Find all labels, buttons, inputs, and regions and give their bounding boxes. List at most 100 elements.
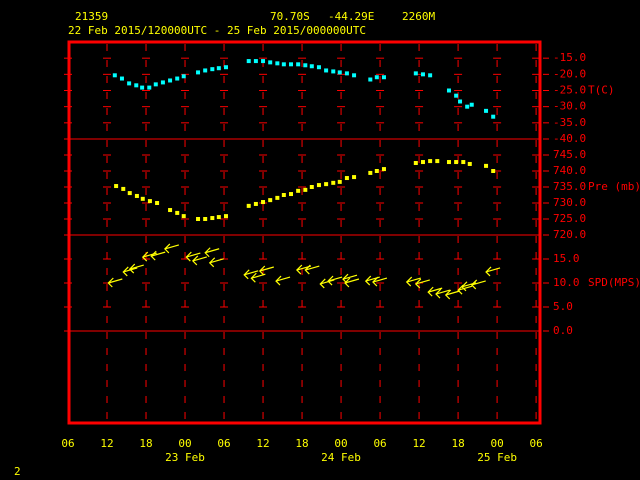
wind-arrow xyxy=(435,288,451,299)
x-tick-label: 06 xyxy=(217,437,230,450)
y-tick-label: -20.0 xyxy=(553,67,586,80)
y-tick-label: -15.0 xyxy=(553,51,586,64)
point xyxy=(458,99,463,104)
point xyxy=(352,73,357,78)
point xyxy=(454,93,459,98)
wind-arrow xyxy=(191,255,207,266)
wind-arrow xyxy=(319,278,335,289)
point xyxy=(275,195,280,200)
point xyxy=(420,72,425,77)
point xyxy=(268,60,273,65)
point xyxy=(196,70,201,75)
point xyxy=(413,71,418,76)
wind-arrow xyxy=(344,277,360,288)
point xyxy=(309,64,314,69)
day-label: 23 Feb xyxy=(165,451,205,464)
point xyxy=(210,216,215,221)
point xyxy=(181,214,186,219)
period: 22 Feb 2015/120000UTC - 25 Feb 2015/0000… xyxy=(68,24,366,37)
wind-arrow xyxy=(470,279,486,290)
point xyxy=(428,73,433,78)
point xyxy=(275,61,280,66)
day-label: 25 Feb xyxy=(477,451,517,464)
point xyxy=(368,77,373,82)
y-axis-label: Pre (mb) xyxy=(588,180,640,193)
y-tick-label: -25.0 xyxy=(553,84,586,97)
wind-arrow xyxy=(150,250,166,261)
point xyxy=(296,62,301,67)
point xyxy=(253,201,258,206)
point xyxy=(446,88,451,93)
wind-arrow xyxy=(427,286,443,297)
day-label: 24 Feb xyxy=(321,451,361,464)
point xyxy=(119,76,124,81)
wind-arrow xyxy=(243,269,259,280)
point xyxy=(153,82,158,87)
point xyxy=(288,62,293,67)
point xyxy=(368,170,373,175)
x-tick-label: 06 xyxy=(61,437,74,450)
point xyxy=(491,114,496,119)
point xyxy=(491,169,496,173)
point xyxy=(181,74,186,79)
wind-arrow xyxy=(204,247,220,258)
y-tick-label: 745.0 xyxy=(553,148,586,161)
point xyxy=(127,191,132,196)
x-tick-label: 06 xyxy=(373,437,386,450)
y-tick-label: 725.0 xyxy=(553,212,586,225)
point xyxy=(121,186,126,191)
point xyxy=(246,203,251,208)
y-tick-label: -40.0 xyxy=(553,132,586,145)
y-tick-label: 735.0 xyxy=(553,180,586,193)
point xyxy=(420,160,425,165)
y-tick-label: 15.0 xyxy=(553,252,580,265)
point xyxy=(168,78,173,83)
x-tick-label: 06 xyxy=(529,437,542,450)
x-tick-label: 12 xyxy=(412,437,425,450)
y-tick-label: 10.0 xyxy=(553,276,580,289)
point xyxy=(309,185,314,189)
point xyxy=(140,85,145,90)
point xyxy=(175,76,180,81)
point xyxy=(413,161,418,165)
wind-arrow xyxy=(128,263,144,274)
wind-arrow xyxy=(444,289,460,300)
point xyxy=(216,66,221,71)
x-tick-label: 18 xyxy=(451,437,464,450)
point xyxy=(337,179,342,184)
wind-arrow xyxy=(405,276,421,287)
point xyxy=(428,159,433,164)
point xyxy=(223,214,228,219)
wind-arrow xyxy=(107,277,123,288)
point xyxy=(454,160,459,165)
point xyxy=(281,193,286,197)
x-tick-label: 00 xyxy=(178,437,191,450)
x-tick-label: 00 xyxy=(490,437,503,450)
point xyxy=(147,199,152,204)
point xyxy=(253,59,258,64)
point xyxy=(484,163,489,168)
station-id: 21359 xyxy=(75,10,108,23)
point xyxy=(127,81,132,86)
y-tick-label: 740.0 xyxy=(553,164,586,177)
point xyxy=(281,62,286,67)
point xyxy=(352,175,357,180)
wind-arrow xyxy=(275,275,291,286)
point xyxy=(344,176,349,181)
longitude: -44.29E xyxy=(328,10,374,23)
point xyxy=(344,71,349,76)
point xyxy=(160,80,165,85)
point xyxy=(223,65,228,70)
point xyxy=(203,217,208,221)
y-axis-label: SPD(MPS) xyxy=(588,276,640,289)
page-number: 2 xyxy=(14,465,21,478)
point xyxy=(112,73,117,78)
y-axis-label: T(C) xyxy=(588,84,615,97)
point xyxy=(337,70,342,75)
point xyxy=(467,161,472,166)
point xyxy=(435,159,440,164)
point xyxy=(381,75,386,80)
point xyxy=(288,192,293,197)
point xyxy=(155,201,160,205)
